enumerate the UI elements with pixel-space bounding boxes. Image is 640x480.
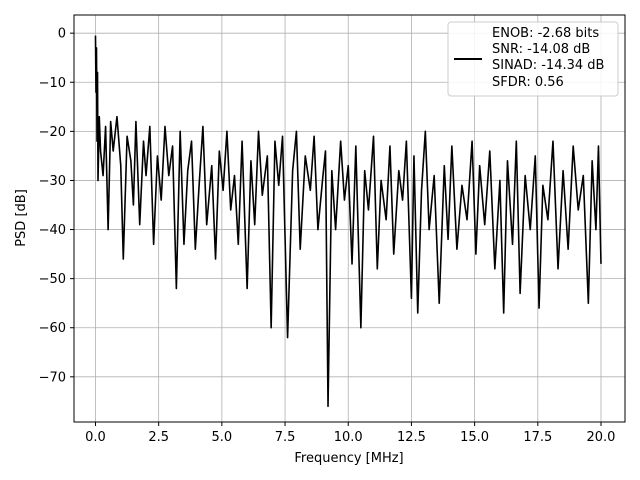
plot-area — [94, 35, 602, 408]
x-axis-ticks: 0.0 2.5 5.0 7.5 10.0 12.5 15.0 17.5 20.0 — [85, 422, 615, 445]
psd-series-line — [94, 35, 602, 408]
y-tick-label: −70 — [39, 370, 66, 385]
legend-line-3: SINAD: -14.34 dB — [492, 58, 604, 73]
legend: ENOB: -2.68 bits SNR: -14.08 dB SINAD: -… — [447, 21, 619, 97]
legend-line-4: SFDR: 0.56 — [492, 75, 564, 90]
legend-line-2: SNR: -14.08 dB — [492, 42, 590, 57]
x-tick-label: 7.5 — [275, 430, 296, 445]
x-tick-label: 15.0 — [460, 430, 489, 445]
y-tick-label: −40 — [39, 223, 66, 238]
axes-frame — [73, 14, 626, 423]
y-tick-label: 0 — [58, 27, 66, 42]
y-tick-label: −60 — [39, 321, 66, 336]
legend-line-1: ENOB: -2.68 bits — [492, 26, 599, 41]
legend-box — [447, 21, 619, 97]
y-tick-label: −10 — [39, 76, 66, 91]
x-tick-label: 20.0 — [587, 430, 616, 445]
y-tick-label: −30 — [39, 174, 66, 189]
x-tick-label: 10.0 — [334, 430, 363, 445]
y-axis-ticks: 0 −10 −20 −30 −40 −50 −60 −70 — [39, 27, 74, 385]
x-tick-label: 0.0 — [85, 430, 106, 445]
y-tick-label: −20 — [39, 125, 66, 140]
x-tick-label: 2.5 — [148, 430, 169, 445]
x-tick-label: 5.0 — [212, 430, 233, 445]
x-tick-label: 17.5 — [523, 430, 552, 445]
y-tick-label: −50 — [39, 272, 66, 287]
y-axis-label: PSD [dB] — [14, 189, 29, 247]
x-tick-label: 12.5 — [397, 430, 426, 445]
x-axis-label: Frequency [MHz] — [294, 451, 403, 466]
